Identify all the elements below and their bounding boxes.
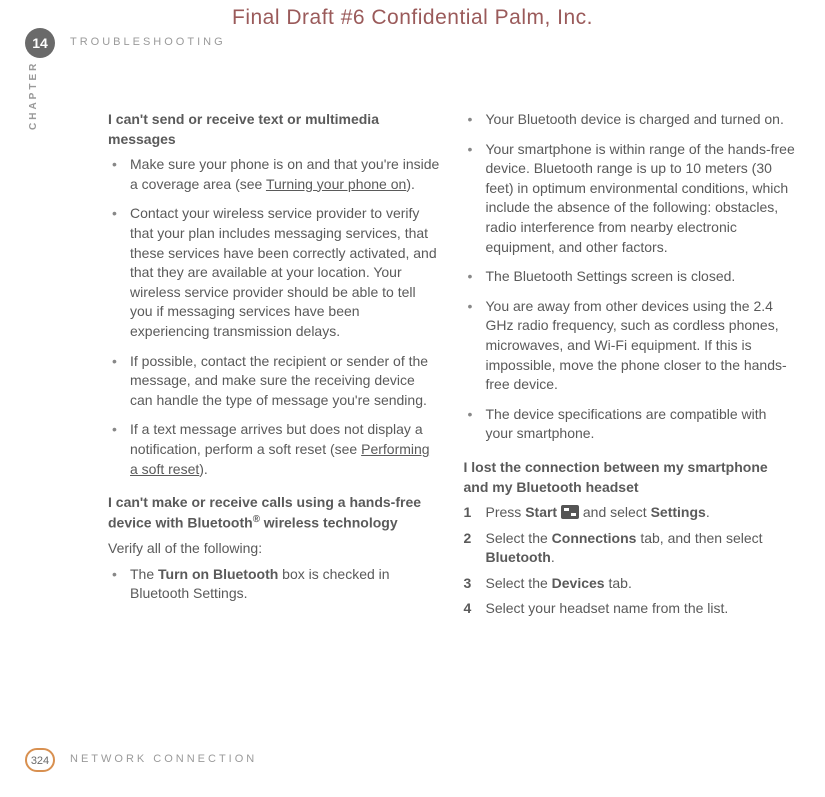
content-area: I can't send or receive text or multimed…	[108, 110, 795, 727]
body-text: .	[551, 549, 555, 565]
list-item: If possible, contact the recipient or se…	[108, 352, 440, 411]
list-item: The Bluetooth Settings screen is closed.	[464, 267, 796, 287]
left-column: I can't send or receive text or multimed…	[108, 110, 440, 727]
list-item: 2 Select the Connections tab, and then s…	[464, 529, 796, 568]
chapter-label-vertical: CHAPTER	[28, 61, 39, 130]
list-item: The device specifications are compatible…	[464, 405, 796, 444]
list-item: The Turn on Bluetooth box is checked in …	[108, 565, 440, 604]
body-text: tab, and then select	[636, 530, 762, 546]
list-item: If a text message arrives but does not d…	[108, 420, 440, 479]
list-item: You are away from other devices using th…	[464, 297, 796, 395]
body-text: Verify all of the following:	[108, 539, 440, 559]
list-item: 1 Press Start and select Settings.	[464, 503, 796, 523]
registered-symbol: ®	[253, 514, 260, 525]
step-number: 1	[464, 503, 472, 523]
body-text: Press	[486, 504, 526, 520]
watermark-text: Final Draft #6 Confidential Palm, Inc.	[0, 6, 825, 30]
step-number: 3	[464, 574, 472, 594]
list-item: 4 Select your headset name from the list…	[464, 599, 796, 619]
list-item: Contact your wireless service provider t…	[108, 204, 440, 341]
bullet-list: The Turn on Bluetooth box is checked in …	[108, 565, 440, 604]
heading-text: wireless technology	[260, 514, 398, 530]
step-number: 2	[464, 529, 472, 549]
list-item: 3 Select the Devices tab.	[464, 574, 796, 594]
bold-text: Start	[525, 504, 557, 520]
footer-section: NETWORK CONNECTION	[70, 753, 257, 765]
chapter-number-badge: 14	[25, 28, 55, 58]
heading-lost-connection: I lost the connection between my smartph…	[464, 458, 796, 497]
link-turning-phone-on[interactable]: Turning your phone on	[266, 176, 406, 192]
bold-text: Connections	[552, 530, 637, 546]
body-text: and select	[579, 504, 651, 520]
bullet-list: Your Bluetooth device is charged and tur…	[464, 110, 796, 444]
numbered-list: 1 Press Start and select Settings. 2 Sel…	[464, 503, 796, 619]
body-text: Select your headset name from the list.	[486, 600, 729, 616]
body-text: The	[130, 566, 158, 582]
body-text: ).	[406, 176, 415, 192]
bullet-list: Make sure your phone is on and that you'…	[108, 155, 440, 479]
step-number: 4	[464, 599, 472, 619]
list-item: Your smartphone is within range of the h…	[464, 140, 796, 258]
heading-text-messages: I can't send or receive text or multimed…	[108, 110, 440, 149]
bold-text: Turn on Bluetooth	[158, 566, 278, 582]
heading-bluetooth-calls: I can't make or receive calls using a ha…	[108, 493, 440, 533]
start-icon	[561, 505, 579, 519]
page-number-badge: 324	[25, 748, 55, 772]
list-item: Your Bluetooth device is charged and tur…	[464, 110, 796, 130]
body-text: tab.	[605, 575, 632, 591]
bold-text: Devices	[552, 575, 605, 591]
body-text: Select the	[486, 530, 552, 546]
section-title: TROUBLESHOOTING	[70, 36, 226, 48]
body-text: Select the	[486, 575, 552, 591]
right-column: Your Bluetooth device is charged and tur…	[464, 110, 796, 727]
list-item: Make sure your phone is on and that you'…	[108, 155, 440, 194]
bold-text: Settings	[651, 504, 706, 520]
bold-text: Bluetooth	[486, 549, 551, 565]
body-text: .	[706, 504, 710, 520]
body-text: ).	[199, 461, 208, 477]
